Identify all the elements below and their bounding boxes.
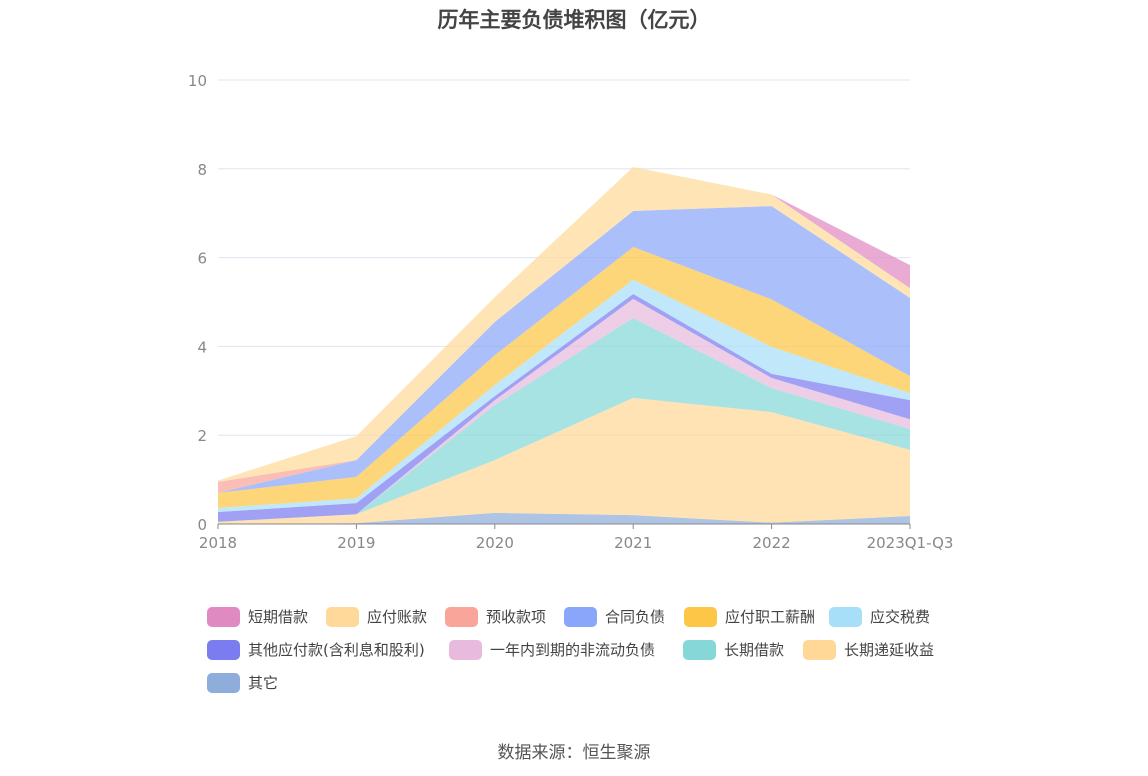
legend-label: 应付职工薪酬 <box>725 608 816 626</box>
y-tick-label: 0 <box>197 516 207 534</box>
legend-label: 预收款项 <box>486 608 547 626</box>
x-tick-label: 2019 <box>337 534 375 552</box>
legend-label: 长期递延收益 <box>844 641 935 659</box>
x-tick-label: 2020 <box>476 534 514 552</box>
legend-item[interactable]: 其它 <box>207 672 278 693</box>
legend-label: 应付账款 <box>367 608 428 626</box>
legend-swatch <box>564 606 597 627</box>
legend-label: 一年内到期的非流动负债 <box>490 641 656 659</box>
area-合同负债 <box>218 206 910 493</box>
legend-swatch <box>445 606 478 627</box>
legend-item[interactable]: 应付账款 <box>326 606 427 627</box>
legend-item[interactable]: 短期借款 <box>207 606 308 627</box>
legend-item[interactable]: 其他应付款(含利息和股利) <box>207 639 425 660</box>
legend-swatch <box>326 606 359 627</box>
legend-label: 合同负债 <box>605 608 666 626</box>
legend-swatch <box>207 639 240 660</box>
legend-swatch <box>207 672 240 693</box>
legend-label: 应交税费 <box>870 608 931 626</box>
y-tick-label: 10 <box>188 72 207 90</box>
legend-item[interactable]: 应付职工薪酬 <box>684 606 815 627</box>
y-tick-label: 2 <box>197 427 207 445</box>
legend-swatch <box>207 606 240 627</box>
legend-label: 短期借款 <box>248 608 309 626</box>
legend-item[interactable]: 应交税费 <box>829 606 930 627</box>
legend-item[interactable]: 长期递延收益 <box>803 639 934 660</box>
y-tick-label: 4 <box>197 338 207 356</box>
y-tick-label: 6 <box>197 250 207 268</box>
legend-swatch <box>684 606 717 627</box>
legend-swatch <box>683 639 716 660</box>
x-tick-label: 2022 <box>753 534 791 552</box>
area-应付职工薪酬 <box>218 246 910 509</box>
x-tick-label: 2018 <box>199 534 237 552</box>
legend-item[interactable]: 预收款项 <box>445 606 546 627</box>
legend-item[interactable]: 合同负债 <box>564 606 665 627</box>
legend-label: 长期借款 <box>724 641 785 659</box>
area-应交税费 <box>218 279 910 513</box>
legend-item[interactable]: 一年内到期的非流动负债 <box>449 639 655 660</box>
legend-swatch <box>449 639 482 660</box>
area-其它 <box>218 512 910 524</box>
area-应付账款 <box>218 167 910 482</box>
legend-label: 其它 <box>248 674 279 692</box>
area-长期借款 <box>218 317 910 522</box>
x-tick-label: 2021 <box>614 534 652 552</box>
legend-item[interactable]: 长期借款 <box>683 639 784 660</box>
stacked-area-chart: 0 2 4 6 8 10 2018 2019 2020 2021 2022 2023Q1-Q3 <box>188 72 954 552</box>
area-长期递延收益 <box>218 397 910 524</box>
legend-swatch <box>803 639 836 660</box>
legend-label: 其他应付款(含利息和股利) <box>248 641 425 659</box>
data-source: 数据来源：恒生聚源 <box>497 743 651 763</box>
y-tick-label: 8 <box>197 161 207 179</box>
x-tick-label: 2023Q1-Q3 <box>867 534 954 552</box>
chart-title: 历年主要负债堆积图（亿元） <box>437 8 711 32</box>
legend-swatch <box>829 606 862 627</box>
